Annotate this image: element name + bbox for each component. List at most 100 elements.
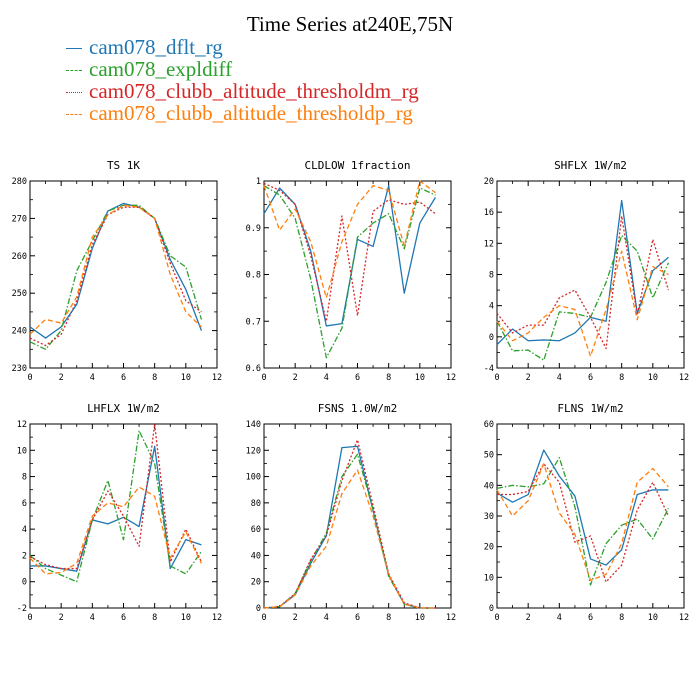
y-tick-label: 0: [256, 604, 261, 614]
y-tick-label: 10: [484, 573, 494, 583]
series-line-4: [496, 463, 669, 582]
x-tick-label: 0: [27, 373, 32, 383]
chart-title: LHFLX 1W/m2: [87, 402, 160, 415]
x-tick-label: 12: [446, 613, 456, 623]
y-tick-label: 6: [22, 499, 27, 509]
series-line-1: [263, 185, 436, 327]
plot-frame: [496, 180, 685, 369]
y-tick-label: 20: [484, 543, 494, 553]
x-tick-label: 4: [324, 613, 329, 623]
x-tick-label: 12: [212, 613, 222, 623]
chart-panel-2: CLDLOW 1fraction 0 2 4 6 8 10 12 0.6 0.7 0.8 0.9 1: [246, 159, 456, 383]
legend-item: cam078_expldiff: [66, 58, 419, 80]
x-tick-label: 2: [526, 373, 531, 383]
legend-item: cam078_clubb_altitude_thresholdp_rg: [66, 102, 419, 124]
x-tick-label: 6: [355, 373, 360, 383]
x-tick-label: 12: [446, 373, 456, 383]
x-tick-label: 8: [619, 373, 624, 383]
y-tick-label: 20: [484, 177, 494, 187]
chart-title: SHFLX 1W/m2: [554, 159, 627, 172]
y-tick-label: 12: [17, 420, 27, 430]
x-tick-label: 8: [386, 373, 391, 383]
x-tick-label: 2: [293, 613, 298, 623]
plot-frame: [263, 180, 452, 369]
x-tick-label: 2: [59, 613, 64, 623]
x-tick-label: 12: [212, 373, 222, 383]
x-tick-label: 2: [59, 373, 64, 383]
legend-item: cam078_clubb_altitude_thresholdm_rg: [66, 80, 419, 102]
x-tick-label: 4: [90, 373, 95, 383]
y-tick-label: 120: [246, 446, 261, 456]
y-tick-label: 12: [484, 239, 494, 249]
x-tick-label: 6: [588, 613, 593, 623]
series-line-3: [497, 463, 670, 583]
series-line-1: [29, 202, 203, 339]
y-tick-label: 2: [22, 551, 27, 561]
legend-label: cam078_clubb_altitude_thresholdp_rg: [89, 101, 413, 125]
x-tick-label: 8: [386, 613, 391, 623]
x-tick-label: 0: [261, 613, 266, 623]
y-tick-label: 0.6: [246, 364, 261, 374]
legend-label: cam078_dflt_rg: [89, 35, 223, 59]
y-tick-label: 0: [22, 578, 27, 588]
series-line-4: [29, 486, 203, 575]
x-tick-label: 8: [152, 373, 157, 383]
y-tick-label: 4: [22, 525, 27, 535]
y-tick-label: 30: [484, 512, 494, 522]
y-tick-label: 4: [489, 302, 494, 312]
x-tick-label: 4: [557, 373, 562, 383]
x-tick-label: 10: [181, 613, 191, 623]
x-tick-label: 12: [679, 373, 689, 383]
chart-title: FSNS 1.0W/m2: [318, 402, 397, 415]
y-tick-label: 16: [484, 208, 494, 218]
y-tick-label: 1: [256, 177, 261, 187]
y-tick-label: 280: [12, 177, 27, 187]
x-tick-label: 4: [557, 613, 562, 623]
series-line-4: [263, 180, 436, 299]
legend-item: cam078_dflt_rg: [66, 36, 419, 58]
chart-panel-6: FLNS 1W/m2 0 2 4 6 8 10 12 0 10 20 30 40 50 60: [484, 402, 689, 623]
y-tick-label: 0.8: [246, 271, 261, 281]
series-line-1: [30, 445, 202, 572]
x-tick-label: 10: [415, 373, 425, 383]
series-line-2: [29, 429, 202, 583]
series-line-1: [263, 445, 436, 609]
series-line-3: [496, 215, 670, 350]
x-tick-label: 2: [293, 373, 298, 383]
y-tick-label: 0.7: [246, 317, 261, 327]
series-line-4: [29, 204, 202, 335]
x-tick-label: 0: [494, 373, 499, 383]
legend: cam078_dflt_rg cam078_expldiff cam078_cl…: [66, 36, 419, 124]
y-tick-label: 20: [251, 578, 261, 588]
x-tick-label: 2: [526, 613, 531, 623]
y-tick-label: 10: [17, 446, 27, 456]
y-tick-label: 0: [489, 333, 494, 343]
legend-swatch-thresholdp: [66, 113, 82, 115]
series-line-2: [496, 457, 669, 586]
x-tick-label: 6: [355, 613, 360, 623]
series-line-3: [263, 439, 436, 609]
chart-title: FLNS 1W/m2: [557, 402, 623, 415]
y-tick-label: 60: [251, 525, 261, 535]
x-tick-label: 10: [415, 613, 425, 623]
y-tick-label: -4: [484, 364, 494, 374]
y-tick-label: 40: [251, 551, 261, 561]
figure-title: Time Series at240E,75N: [246, 12, 454, 36]
plot-frame: [29, 180, 218, 369]
x-tick-label: 6: [121, 373, 126, 383]
y-tick-label: 250: [12, 289, 27, 299]
plot-frame: [29, 423, 218, 609]
x-tick-label: 0: [494, 613, 499, 623]
x-tick-label: 8: [152, 613, 157, 623]
x-tick-label: 0: [27, 613, 32, 623]
y-tick-label: 50: [484, 451, 494, 461]
x-tick-label: 12: [679, 613, 689, 623]
legend-label: cam078_clubb_altitude_thresholdm_rg: [89, 79, 419, 103]
x-tick-label: 4: [324, 373, 329, 383]
series-line-3: [29, 206, 202, 347]
y-tick-label: 230: [12, 364, 27, 374]
x-tick-label: 0: [261, 373, 266, 383]
